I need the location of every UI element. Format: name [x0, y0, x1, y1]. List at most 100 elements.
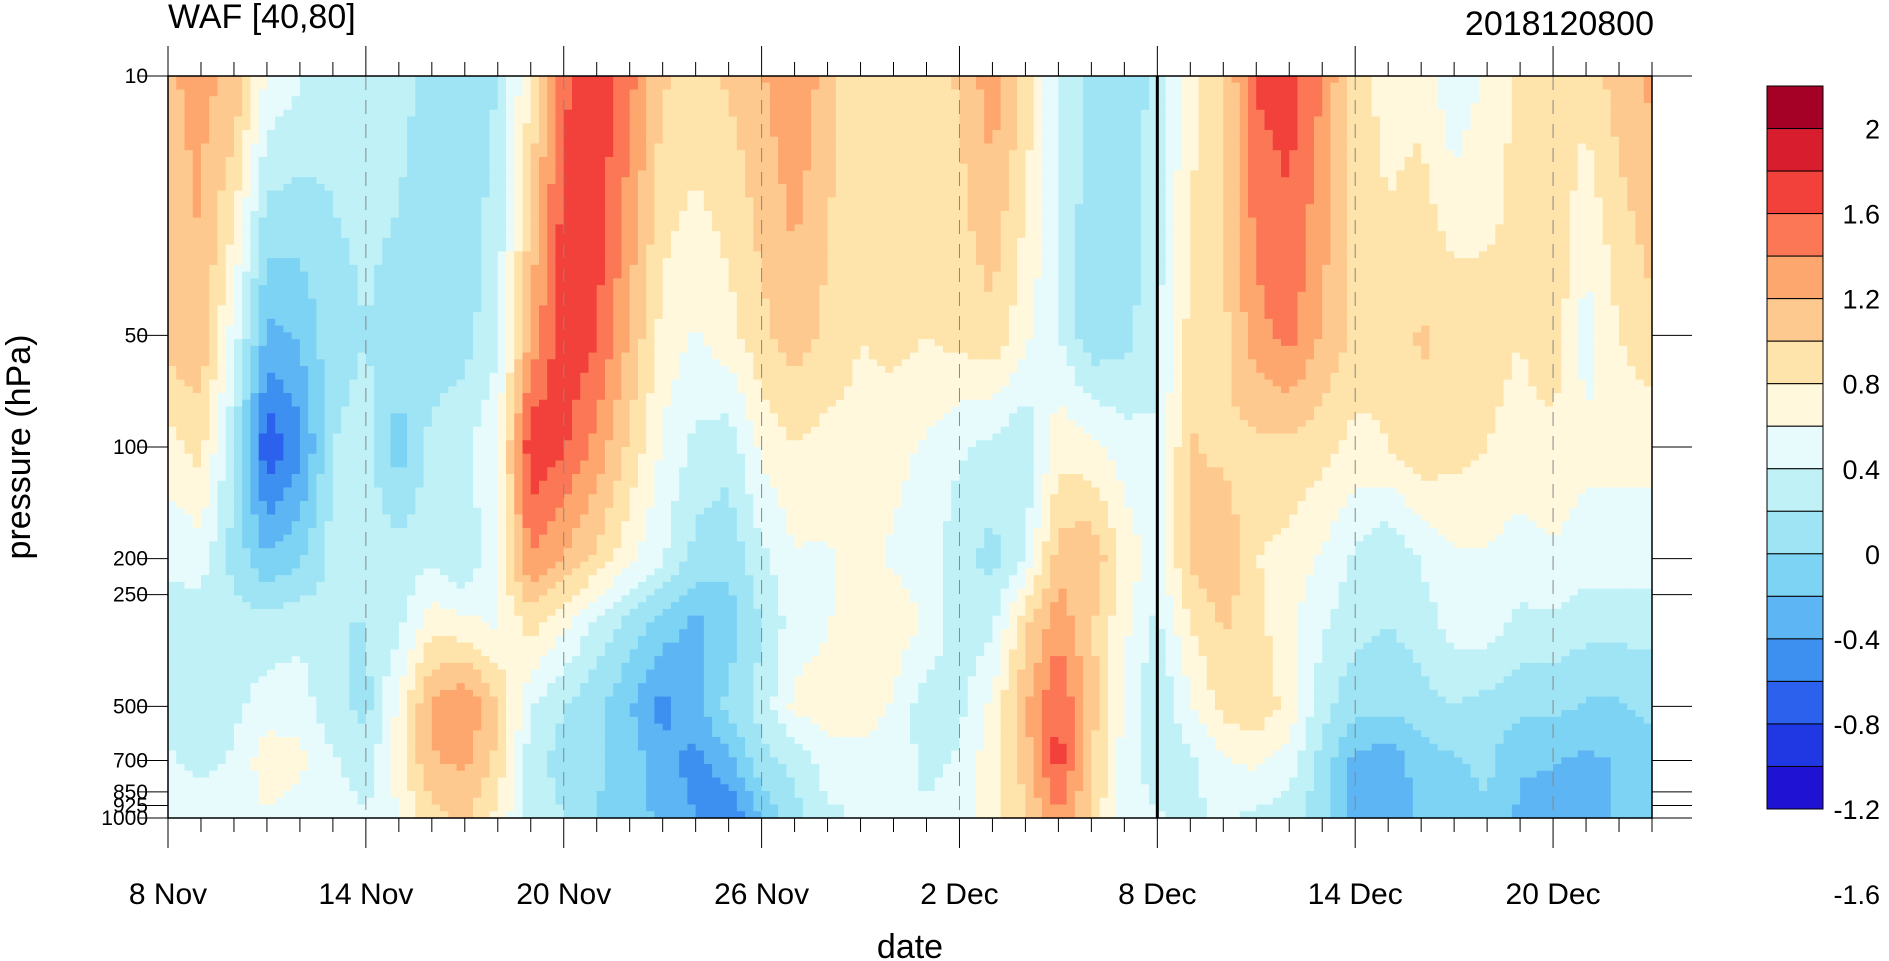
contour-cell: [299, 433, 309, 441]
contour-cell: [390, 433, 400, 441]
contour-cell: [341, 494, 350, 502]
contour-cell: [407, 447, 416, 455]
contour-cell: [291, 473, 301, 482]
contour-cell: [266, 123, 276, 131]
contour-cell: [456, 453, 466, 462]
contour-cell: [448, 366, 458, 374]
contour-cell: [200, 514, 210, 522]
contour-cell: [291, 683, 301, 691]
contour-cell: [497, 689, 507, 698]
contour-cell: [341, 757, 350, 765]
contour-cell: [324, 399, 334, 408]
contour-cell: [266, 575, 276, 583]
contour-cell: [407, 575, 416, 583]
contour-cell: [324, 521, 334, 529]
contour-cell: [473, 723, 482, 731]
contour-cell: [349, 710, 359, 718]
contour-cell: [332, 777, 342, 785]
contour-cell: [448, 150, 458, 158]
contour-cell: [176, 156, 186, 165]
contour-cell: [176, 480, 186, 489]
contour-cell: [423, 123, 433, 131]
contour-cell: [382, 386, 392, 394]
contour-cell: [176, 588, 186, 596]
contour-cell: [357, 473, 367, 482]
contour-cell: [506, 656, 515, 664]
contour-cell: [341, 453, 350, 462]
contour-cell: [233, 204, 243, 212]
contour-cell: [200, 156, 210, 165]
contour-cell: [357, 527, 367, 536]
contour-cell: [332, 352, 342, 360]
contour-cell: [448, 271, 458, 279]
contour-cell: [374, 487, 383, 495]
contour-cell: [374, 264, 383, 273]
contour-cell: [522, 298, 532, 306]
contour-cell: [324, 669, 334, 677]
contour-cell: [357, 190, 367, 199]
contour-cell: [242, 406, 252, 414]
contour-cell: [431, 143, 441, 151]
contour-cell: [456, 804, 466, 812]
contour-cell: [250, 581, 260, 590]
contour-cell: [349, 366, 359, 374]
contour-cell: [316, 440, 326, 448]
contour-cell: [258, 318, 268, 327]
contour-cell: [390, 76, 400, 84]
contour-cell: [522, 683, 532, 691]
contour-cell: [283, 237, 293, 246]
contour-cell: [489, 204, 499, 212]
contour-cell: [324, 750, 334, 758]
contour-cell: [382, 217, 392, 225]
contour-cell: [431, 730, 441, 738]
contour-cell: [168, 129, 177, 138]
contour-cell: [225, 507, 235, 516]
contour-cell: [316, 703, 326, 711]
contour-cell: [415, 568, 425, 576]
contour-cell: [233, 480, 243, 489]
contour-cell: [308, 791, 317, 799]
contour-cell: [184, 750, 194, 758]
contour-cell: [250, 318, 260, 327]
contour-cell: [200, 345, 210, 354]
contour-cell: [217, 730, 227, 738]
contour-cell: [365, 534, 375, 543]
contour-cell: [209, 285, 219, 293]
contour-cell: [308, 339, 317, 347]
contour-cell: [200, 379, 210, 387]
contour-cell: [440, 312, 449, 320]
contour-cell: [324, 325, 334, 333]
contour-cell: [365, 480, 375, 489]
contour-cell: [357, 730, 367, 738]
contour-cell: [291, 500, 301, 509]
contour-cell: [415, 743, 425, 752]
contour-cell: [456, 393, 466, 401]
contour-cell: [275, 561, 285, 570]
contour-cell: [308, 231, 317, 239]
contour-cell: [341, 231, 350, 239]
contour-cell: [506, 345, 515, 354]
contour-cell: [514, 703, 524, 711]
contour-cell: [415, 413, 425, 421]
contour-cell: [258, 210, 268, 219]
contour-cell: [291, 136, 301, 145]
contour-cell: [233, 447, 243, 455]
contour-cell: [225, 352, 235, 360]
contour-cell: [225, 399, 235, 408]
contour-cell: [357, 480, 367, 489]
contour-cell: [209, 264, 219, 273]
contour-cell: [258, 156, 268, 165]
contour-cell: [415, 710, 425, 718]
contour-cell: [440, 318, 449, 327]
contour-cell: [473, 568, 482, 576]
contour-cell: [250, 264, 260, 273]
contour-cell: [423, 339, 433, 347]
contour-cell: [168, 514, 177, 522]
contour-cell: [357, 467, 367, 475]
contour-cell: [530, 170, 540, 178]
contour-cell: [242, 521, 252, 529]
contour-cell: [514, 89, 524, 97]
contour-cell: [440, 251, 449, 259]
contour-cell: [456, 305, 466, 313]
contour-cell: [390, 548, 400, 556]
